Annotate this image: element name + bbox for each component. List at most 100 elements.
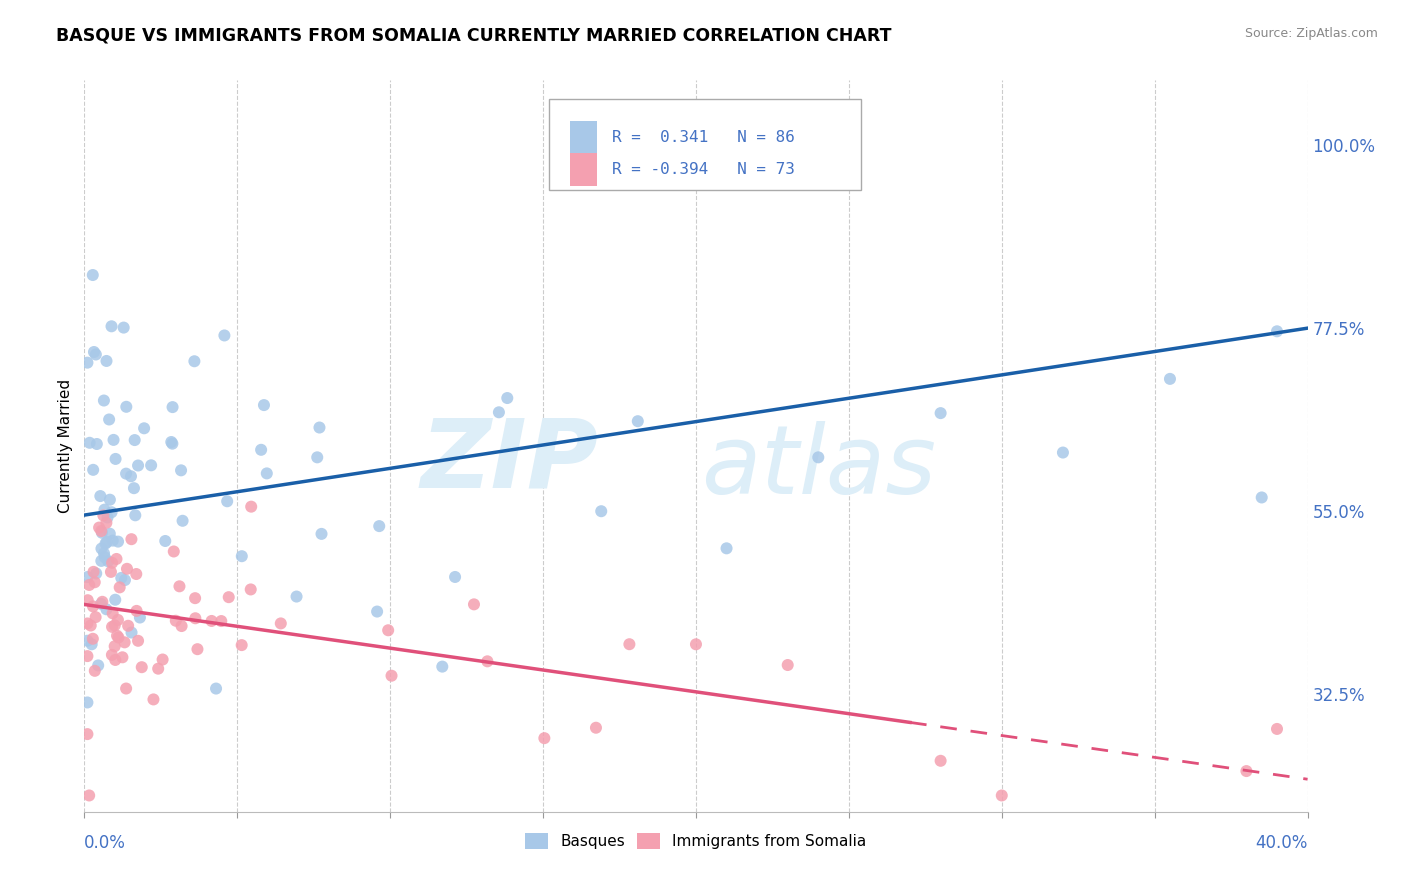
Point — [152, 652, 174, 666]
Point — [533, 731, 555, 746]
Point — [256, 467, 278, 481]
Point — [104, 592, 127, 607]
Point — [101, 533, 124, 548]
Point — [169, 579, 191, 593]
Point — [685, 637, 707, 651]
Text: 0.0%: 0.0% — [84, 835, 127, 853]
Point — [155, 533, 177, 548]
Point — [76, 593, 98, 607]
Point — [184, 611, 207, 625]
Point — [115, 681, 138, 696]
Point — [83, 664, 105, 678]
Point — [619, 637, 641, 651]
Point — [307, 450, 329, 465]
Point — [104, 653, 127, 667]
Point — [82, 599, 104, 614]
Point — [163, 544, 186, 558]
Point — [101, 556, 124, 570]
Point — [76, 727, 98, 741]
Point — [93, 393, 115, 408]
Point — [80, 637, 103, 651]
Point — [731, 142, 754, 156]
Point — [77, 578, 100, 592]
Point — [96, 516, 118, 530]
Point — [1052, 445, 1074, 459]
Point — [103, 433, 125, 447]
Point — [77, 789, 100, 803]
Point — [991, 789, 1014, 803]
Point — [121, 625, 143, 640]
Point — [111, 650, 134, 665]
Point — [380, 669, 402, 683]
Point — [83, 565, 105, 579]
Point — [253, 398, 276, 412]
Point — [107, 613, 129, 627]
Bar — [569, 121, 598, 153]
Point — [114, 635, 136, 649]
Point — [105, 629, 128, 643]
Point — [98, 412, 121, 426]
Text: BASQUE VS IMMIGRANTS FROM SOMALIA CURRENTLY MARRIED CORRELATION CHART: BASQUE VS IMMIGRANTS FROM SOMALIA CURREN… — [56, 27, 891, 45]
Point — [186, 642, 208, 657]
Point — [1236, 764, 1258, 778]
Point — [205, 681, 228, 696]
Point — [96, 602, 118, 616]
Point — [76, 633, 98, 648]
Point — [110, 571, 132, 585]
Point — [125, 604, 148, 618]
Point — [165, 614, 187, 628]
Point — [82, 463, 104, 477]
Point — [94, 536, 117, 550]
Text: R = -0.394   N = 73: R = -0.394 N = 73 — [612, 162, 794, 177]
Point — [444, 570, 467, 584]
Legend: Basques, Immigrants from Somalia: Basques, Immigrants from Somalia — [519, 827, 873, 855]
Point — [929, 754, 952, 768]
Point — [98, 526, 121, 541]
Point — [160, 435, 183, 450]
Point — [488, 405, 510, 419]
Point — [90, 597, 112, 611]
Point — [91, 595, 114, 609]
Point — [91, 508, 114, 523]
Point — [250, 442, 273, 457]
Point — [76, 649, 98, 664]
Point — [120, 469, 142, 483]
Point — [101, 607, 124, 621]
Point — [170, 463, 193, 477]
Point — [200, 614, 222, 628]
Point — [104, 618, 127, 632]
Point — [308, 420, 330, 434]
Point — [591, 504, 613, 518]
Point — [105, 552, 128, 566]
Point — [100, 505, 122, 519]
Text: atlas: atlas — [700, 421, 936, 515]
Point — [231, 638, 253, 652]
Point — [114, 573, 136, 587]
Point — [96, 354, 118, 368]
Point — [112, 320, 135, 334]
Point — [240, 500, 263, 514]
Point — [311, 527, 333, 541]
Point — [477, 654, 499, 668]
Point — [104, 451, 127, 466]
Point — [93, 502, 115, 516]
Point — [97, 554, 120, 568]
Point — [96, 510, 118, 524]
Point — [82, 268, 104, 282]
Point — [129, 610, 152, 624]
Point — [183, 354, 205, 368]
Point — [270, 616, 292, 631]
Point — [76, 570, 98, 584]
Point — [142, 692, 165, 706]
Point — [84, 610, 107, 624]
Point — [87, 658, 110, 673]
Bar — [569, 153, 598, 186]
Point — [239, 582, 262, 597]
Point — [100, 319, 122, 334]
Point — [285, 590, 308, 604]
Point — [162, 400, 184, 414]
Point — [115, 467, 138, 481]
Point — [100, 565, 122, 579]
Point — [107, 534, 129, 549]
Point — [76, 356, 98, 370]
